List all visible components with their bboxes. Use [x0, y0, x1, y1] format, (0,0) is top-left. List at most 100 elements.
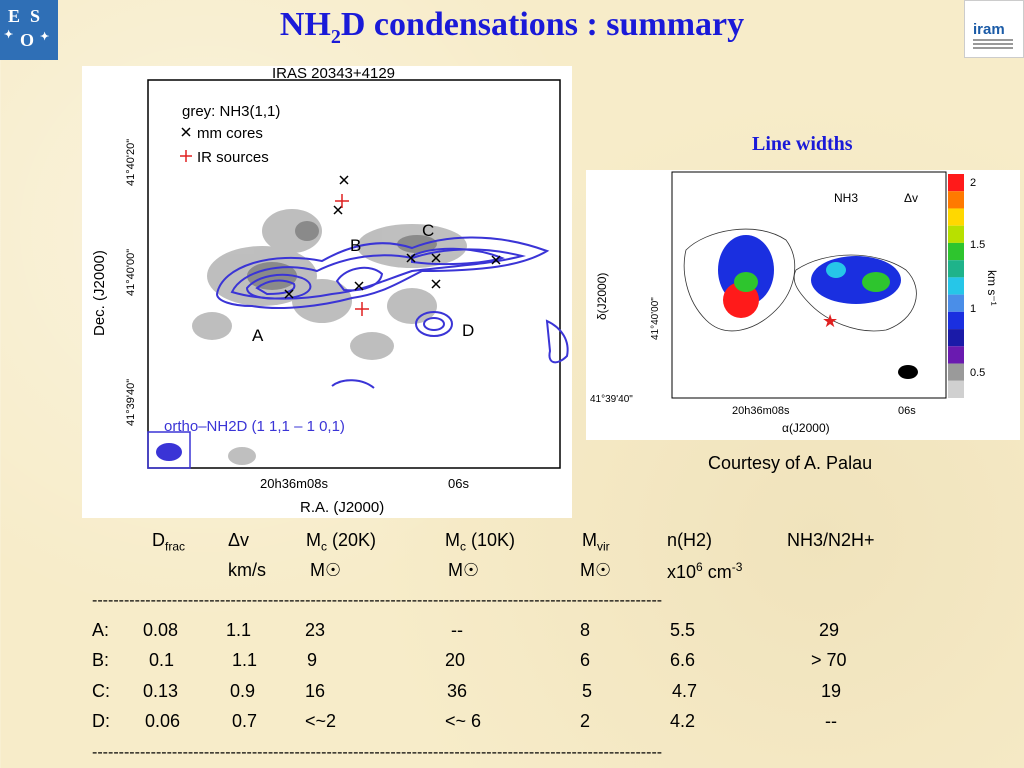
- table-cell-nh2: 4.2: [670, 711, 696, 731]
- table-cell-mc10: --: [451, 620, 463, 640]
- beam-box: [147, 431, 191, 469]
- ytick-0: 41°40'20": [125, 139, 137, 186]
- lw-ytick-0: 41°40'00": [650, 297, 661, 340]
- lw-contours: [683, 228, 917, 332]
- nh2d-contour-map: IRAS 20343+4129: [82, 65, 572, 518]
- colorbar-segment: [948, 225, 964, 243]
- unit-mvir: M☉: [580, 560, 612, 580]
- xtick-1: 06s: [448, 476, 469, 491]
- colorbar-segment: [948, 346, 964, 364]
- hdr-nh2: n(H2): [667, 530, 713, 550]
- colorbar-segment: [948, 242, 964, 261]
- table-cell-mc10: 20: [445, 650, 466, 670]
- ir-star-icon: ★: [822, 311, 838, 331]
- table-cell-dfrac: 0.06: [145, 711, 181, 731]
- unit-mc10: M☉: [448, 560, 480, 580]
- map-xlabel: R.A. (J2000): [300, 499, 384, 516]
- iram-logo-lines: [973, 39, 1013, 41]
- table-cell-label: C:: [92, 681, 110, 701]
- cb-unit: km s⁻¹: [985, 270, 999, 306]
- table-cell-mc20: <~2: [305, 711, 337, 731]
- colorbar-segment: [948, 380, 964, 398]
- table-cell-ratio: --: [825, 711, 837, 731]
- hdr-mc20: Mc (20K): [306, 530, 377, 554]
- map-frame: [147, 79, 561, 469]
- eso-logo-o: O: [20, 30, 35, 50]
- table-cell-nh2: 6.6: [670, 650, 696, 670]
- lw-xtick-0: 20h36m08s: [732, 405, 790, 417]
- lw-xtick-1: 06s: [898, 405, 916, 417]
- iram-logo-word: iram: [973, 21, 1005, 38]
- ytick-2: 41°39'40": [125, 379, 137, 426]
- lw-beam: [898, 365, 918, 379]
- iram-logo: iram: [964, 0, 1024, 58]
- map-ylabel: Dec. (J2000): [91, 250, 108, 336]
- beam-ellipse: [156, 443, 182, 461]
- table-cell-mvir: 2: [580, 711, 591, 731]
- legend-cross-icon: [181, 127, 191, 137]
- table-cell-ratio: 19: [821, 681, 842, 701]
- lw-quantity: Δv: [904, 191, 918, 205]
- table-cell-mvir: 8: [580, 620, 591, 640]
- cb-tick-1: 1.5: [970, 239, 985, 251]
- legend-plus-icon: [180, 150, 192, 162]
- ir-source-markers: [335, 194, 369, 316]
- lw-xlabel: α(J2000): [782, 421, 830, 435]
- table-cell-nh2: 5.5: [670, 620, 696, 640]
- star-icon: ✦: [40, 31, 50, 43]
- table-cell-label: A:: [92, 620, 110, 640]
- colorbar-segment: [948, 329, 964, 347]
- line-widths-title: Line widths: [752, 133, 853, 155]
- title-sub: 2: [330, 25, 341, 48]
- table-separator-bottom: ----------------------------------------…: [92, 744, 663, 761]
- table-cell-ratio: > 70: [811, 650, 847, 670]
- table-cell-ratio: 29: [819, 620, 840, 640]
- legend-grey: grey: NH3(1,1): [182, 103, 280, 120]
- table-cell-mc20: 9: [307, 650, 318, 670]
- label-c: C: [422, 221, 434, 240]
- line-width-map: ★ NH3 Δv 2 1.5 1 0.5 km s⁻¹ 41°40'00" 41…: [586, 170, 1020, 440]
- table-cell-nh2: 4.7: [672, 681, 698, 701]
- page-title: NH2D condensations : summary: [0, 6, 1024, 49]
- star-icon: ✦: [4, 29, 14, 41]
- nh2d-contours: [215, 236, 569, 389]
- courtesy-note: Courtesy of A. Palau: [708, 453, 873, 473]
- label-a: A: [252, 326, 264, 345]
- cb-tick-2: 1: [970, 303, 976, 315]
- legend-mm: mm cores: [197, 125, 263, 142]
- hdr-mvir: Mvir: [582, 530, 610, 554]
- legend-ir: IR sources: [197, 149, 269, 166]
- table-cell-dv: 1.1: [232, 650, 258, 670]
- eso-logo-e: E: [8, 6, 21, 26]
- unit-dv: km/s: [228, 560, 266, 580]
- eso-logo-s: S: [30, 6, 41, 26]
- colorbar-segment: [948, 174, 964, 192]
- cb-tick-3: 0.5: [970, 367, 985, 379]
- hdr-dfrac: Dfrac: [152, 530, 186, 554]
- table-cell-mc20: 23: [305, 620, 326, 640]
- nh2d-transition-label: ortho–NH2D (1 1,1 – 1 0,1): [164, 418, 345, 435]
- map-title: IRAS 20343+4129: [272, 66, 395, 82]
- lw-color-map: [718, 235, 901, 318]
- table-cell-mc10: 36: [447, 681, 468, 701]
- table-cell-mc20: 16: [305, 681, 326, 701]
- colorbar-segment: [948, 208, 964, 226]
- table-cell-label: B:: [92, 650, 110, 670]
- lw-species: NH3: [834, 191, 858, 205]
- colorbar-segment: [948, 191, 964, 209]
- lw-frame: [671, 171, 947, 399]
- table-cell-dfrac: 0.1: [149, 650, 175, 670]
- ytick-1: 41°40'00": [125, 249, 137, 296]
- colorbar: [948, 174, 964, 398]
- colorbar-segment: [948, 311, 964, 330]
- label-d: D: [462, 321, 474, 340]
- colorbar-segment: [948, 294, 964, 312]
- table-cell-label: D:: [92, 711, 110, 731]
- table-cell-mvir: 6: [580, 650, 591, 670]
- unit-nh2: x106 cm-3: [667, 560, 743, 582]
- table-cell-dfrac: 0.08: [143, 620, 179, 640]
- colorbar-segment: [948, 260, 964, 278]
- table-cell-mvir: 5: [582, 681, 593, 701]
- title-part: NH: [279, 6, 331, 43]
- hdr-dv: Δv: [228, 530, 250, 550]
